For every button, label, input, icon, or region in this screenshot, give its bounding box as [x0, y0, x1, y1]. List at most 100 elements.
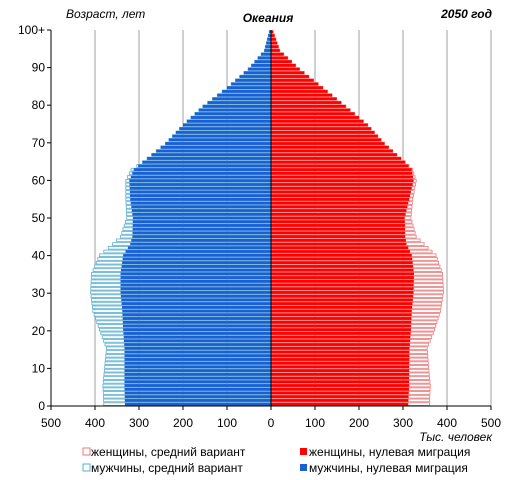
bar-2-age-95 [271, 49, 280, 52]
y-tick-label-3: 30 [32, 286, 46, 300]
bar-2-age-86 [271, 82, 319, 86]
bar-2-age-56 [271, 194, 411, 198]
x-tick-labels: 500 400 300 200 100 0 100 200 300 400 500 [41, 406, 501, 430]
bar-4-age-57 [129, 190, 271, 194]
bar-2-age-100 [271, 30, 274, 34]
bar-2-age-82 [271, 97, 337, 101]
bar-4-age-33 [120, 279, 272, 283]
bar-4-age-86 [231, 82, 271, 86]
bar-4-age-78 [194, 112, 271, 116]
bar-2-age-1 [271, 399, 409, 402]
bar-2-age-42 [271, 246, 409, 250]
bar-4-age-71 [168, 138, 271, 142]
bar-2-age-67 [271, 153, 397, 157]
bar-4-age-97 [266, 41, 271, 45]
bar-2-age-13 [271, 354, 410, 358]
bar-4-age-49 [132, 220, 271, 224]
bar-4-age-4 [124, 387, 272, 391]
bar-4-age-100 [269, 30, 271, 34]
bar-2-age-71 [271, 138, 382, 142]
bar-2-age-90 [271, 67, 300, 71]
bar-2-age-68 [271, 149, 393, 153]
bar-4-age-60 [129, 179, 271, 183]
x-tick-label-10: 500 [481, 416, 501, 430]
y-tick-label-7: 70 [32, 136, 46, 150]
bar-4-age-61 [130, 175, 271, 179]
bar-4-age-5 [124, 384, 271, 387]
bar-2-age-28 [271, 298, 413, 302]
y-tick-label-6: 60 [32, 173, 46, 187]
bar-2-age-34 [271, 276, 414, 279]
bar-2-age-31 [271, 287, 414, 291]
bar-4-age-62 [132, 171, 271, 175]
bar-2-age-38 [271, 261, 413, 265]
bar-4-age-22 [122, 320, 271, 324]
bar-2-age-99 [271, 34, 275, 37]
bar-4-age-6 [124, 380, 271, 384]
bar-2-age-3 [271, 391, 409, 395]
bar-4-age-29 [120, 294, 271, 298]
bar-2-age-69 [271, 145, 389, 149]
bar-2-age-16 [271, 343, 410, 346]
bar-4-age-15 [124, 346, 271, 350]
bar-2-age-55 [271, 198, 410, 201]
bar-4-age-65 [142, 160, 271, 164]
x-tick-label-8: 300 [393, 416, 413, 430]
x-tick-label-7: 200 [349, 416, 369, 430]
bar-4-age-96 [265, 45, 271, 49]
bar-2-age-25 [271, 309, 412, 313]
bar-4-age-3 [124, 391, 271, 395]
bar-4-age-76 [186, 119, 271, 123]
bar-4-age-10 [124, 365, 271, 369]
chart-title: Океания [243, 11, 294, 25]
y-tick-label-5: 50 [32, 211, 46, 225]
legend: женщины, средний вариант женщины, нулева… [82, 445, 470, 475]
bar-2-age-72 [271, 134, 378, 138]
bar-4-age-91 [251, 64, 271, 67]
bar-2-age-11 [271, 361, 410, 365]
x-axis-label: Тыс. человек [419, 430, 493, 444]
bar-2-age-14 [271, 350, 410, 354]
bar-4-age-48 [132, 224, 271, 227]
bar-4-age-94 [261, 52, 271, 56]
bar-4-age-1 [124, 399, 271, 402]
bar-4-age-85 [227, 86, 271, 90]
bar-4-age-84 [222, 90, 271, 93]
zero-migration-bars [120, 30, 414, 406]
bar-4-age-23 [122, 317, 271, 320]
bar-2-age-73 [271, 131, 375, 134]
bar-2-age-21 [271, 324, 412, 328]
bar-2-age-40 [271, 253, 412, 257]
bar-4-age-83 [217, 93, 271, 97]
bar-2-age-64 [271, 164, 409, 168]
bar-4-age-16 [124, 343, 271, 346]
x-tick-label-3: 200 [173, 416, 193, 430]
bar-4-age-63 [133, 168, 271, 171]
legend-label-female-medium: женщины, средний вариант [91, 445, 246, 459]
year-label: 2050 год [440, 7, 492, 21]
bar-4-age-9 [124, 369, 271, 372]
bar-2-age-15 [271, 346, 410, 350]
bar-4-age-75 [183, 123, 271, 127]
bar-2-age-27 [271, 302, 413, 305]
bar-2-age-53 [271, 205, 408, 209]
bar-4-age-74 [179, 127, 271, 131]
bar-4-age-52 [131, 209, 271, 212]
bar-2-age-18 [271, 335, 411, 339]
bar-4-age-37 [121, 265, 272, 268]
bar-2-age-59 [271, 183, 413, 186]
bar-4-age-35 [120, 272, 272, 276]
bar-4-age-45 [132, 235, 271, 238]
bar-2-age-77 [271, 116, 359, 119]
bar-2-age-49 [271, 220, 405, 224]
bar-4-age-31 [120, 287, 272, 291]
bar-2-age-58 [271, 186, 412, 190]
x-tick-label-6: 100 [305, 416, 325, 430]
bar-2-age-92 [271, 60, 292, 64]
bar-4-age-53 [131, 205, 271, 209]
bar-4-age-30 [120, 291, 272, 294]
bar-4-age-21 [122, 324, 271, 328]
y-axis-label: Возраст, лет [66, 7, 145, 21]
bar-2-age-70 [271, 142, 385, 145]
bar-4-age-2 [124, 395, 271, 399]
